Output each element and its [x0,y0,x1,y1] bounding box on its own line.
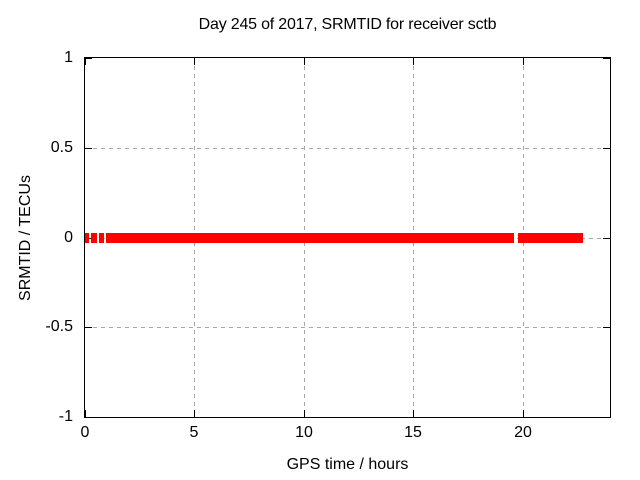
x-tick-label-15: 15 [404,424,422,441]
x-tick-bottom-10 [304,410,305,417]
x-tick-bottom-20 [523,410,524,417]
y-tick-right--0.5 [603,327,610,328]
chart-title: Day 245 of 2017, SRMTID for receiver sct… [198,16,497,33]
y-tick-left-1 [85,58,92,59]
x-tick-top-15 [413,58,414,65]
gridline-y-0.5 [85,148,610,149]
y-tick-right--1 [603,417,610,418]
y-tick-left-0.5 [85,148,92,149]
data-segment [85,233,89,243]
x-tick-top-10 [304,58,305,65]
y-tick-label-1: 1 [64,49,73,66]
x-tick-bottom-15 [413,410,414,417]
gridline-y--0.5 [85,327,610,328]
x-axis-label: GPS time / hours [286,456,409,473]
y-tick-label-0.5: 0.5 [50,139,73,156]
x-tick-top-0 [85,58,86,65]
y-tick-right-0.5 [603,148,610,149]
y-tick-left--0.5 [85,327,92,328]
y-tick-right-1 [603,58,610,59]
x-tick-bottom-5 [194,410,195,417]
y-tick-label--1: -1 [58,408,73,425]
y-tick-right-0 [603,238,610,239]
data-segment [99,233,104,243]
x-tick-label-0: 0 [80,424,90,441]
x-tick-top-5 [194,58,195,65]
data-segment [106,233,515,243]
x-tick-label-5: 5 [189,424,199,441]
data-segment [90,233,97,243]
x-tick-label-10: 10 [295,424,313,441]
x-tick-bottom-0 [85,410,86,417]
plot-area [84,57,611,418]
y-tick-label-0: 0 [64,229,73,246]
x-tick-top-20 [523,58,524,65]
x-tick-label-20: 20 [514,424,532,441]
y-tick-left--1 [85,417,92,418]
data-segment [518,233,584,243]
y-tick-label--0.5: -0.5 [45,318,73,335]
